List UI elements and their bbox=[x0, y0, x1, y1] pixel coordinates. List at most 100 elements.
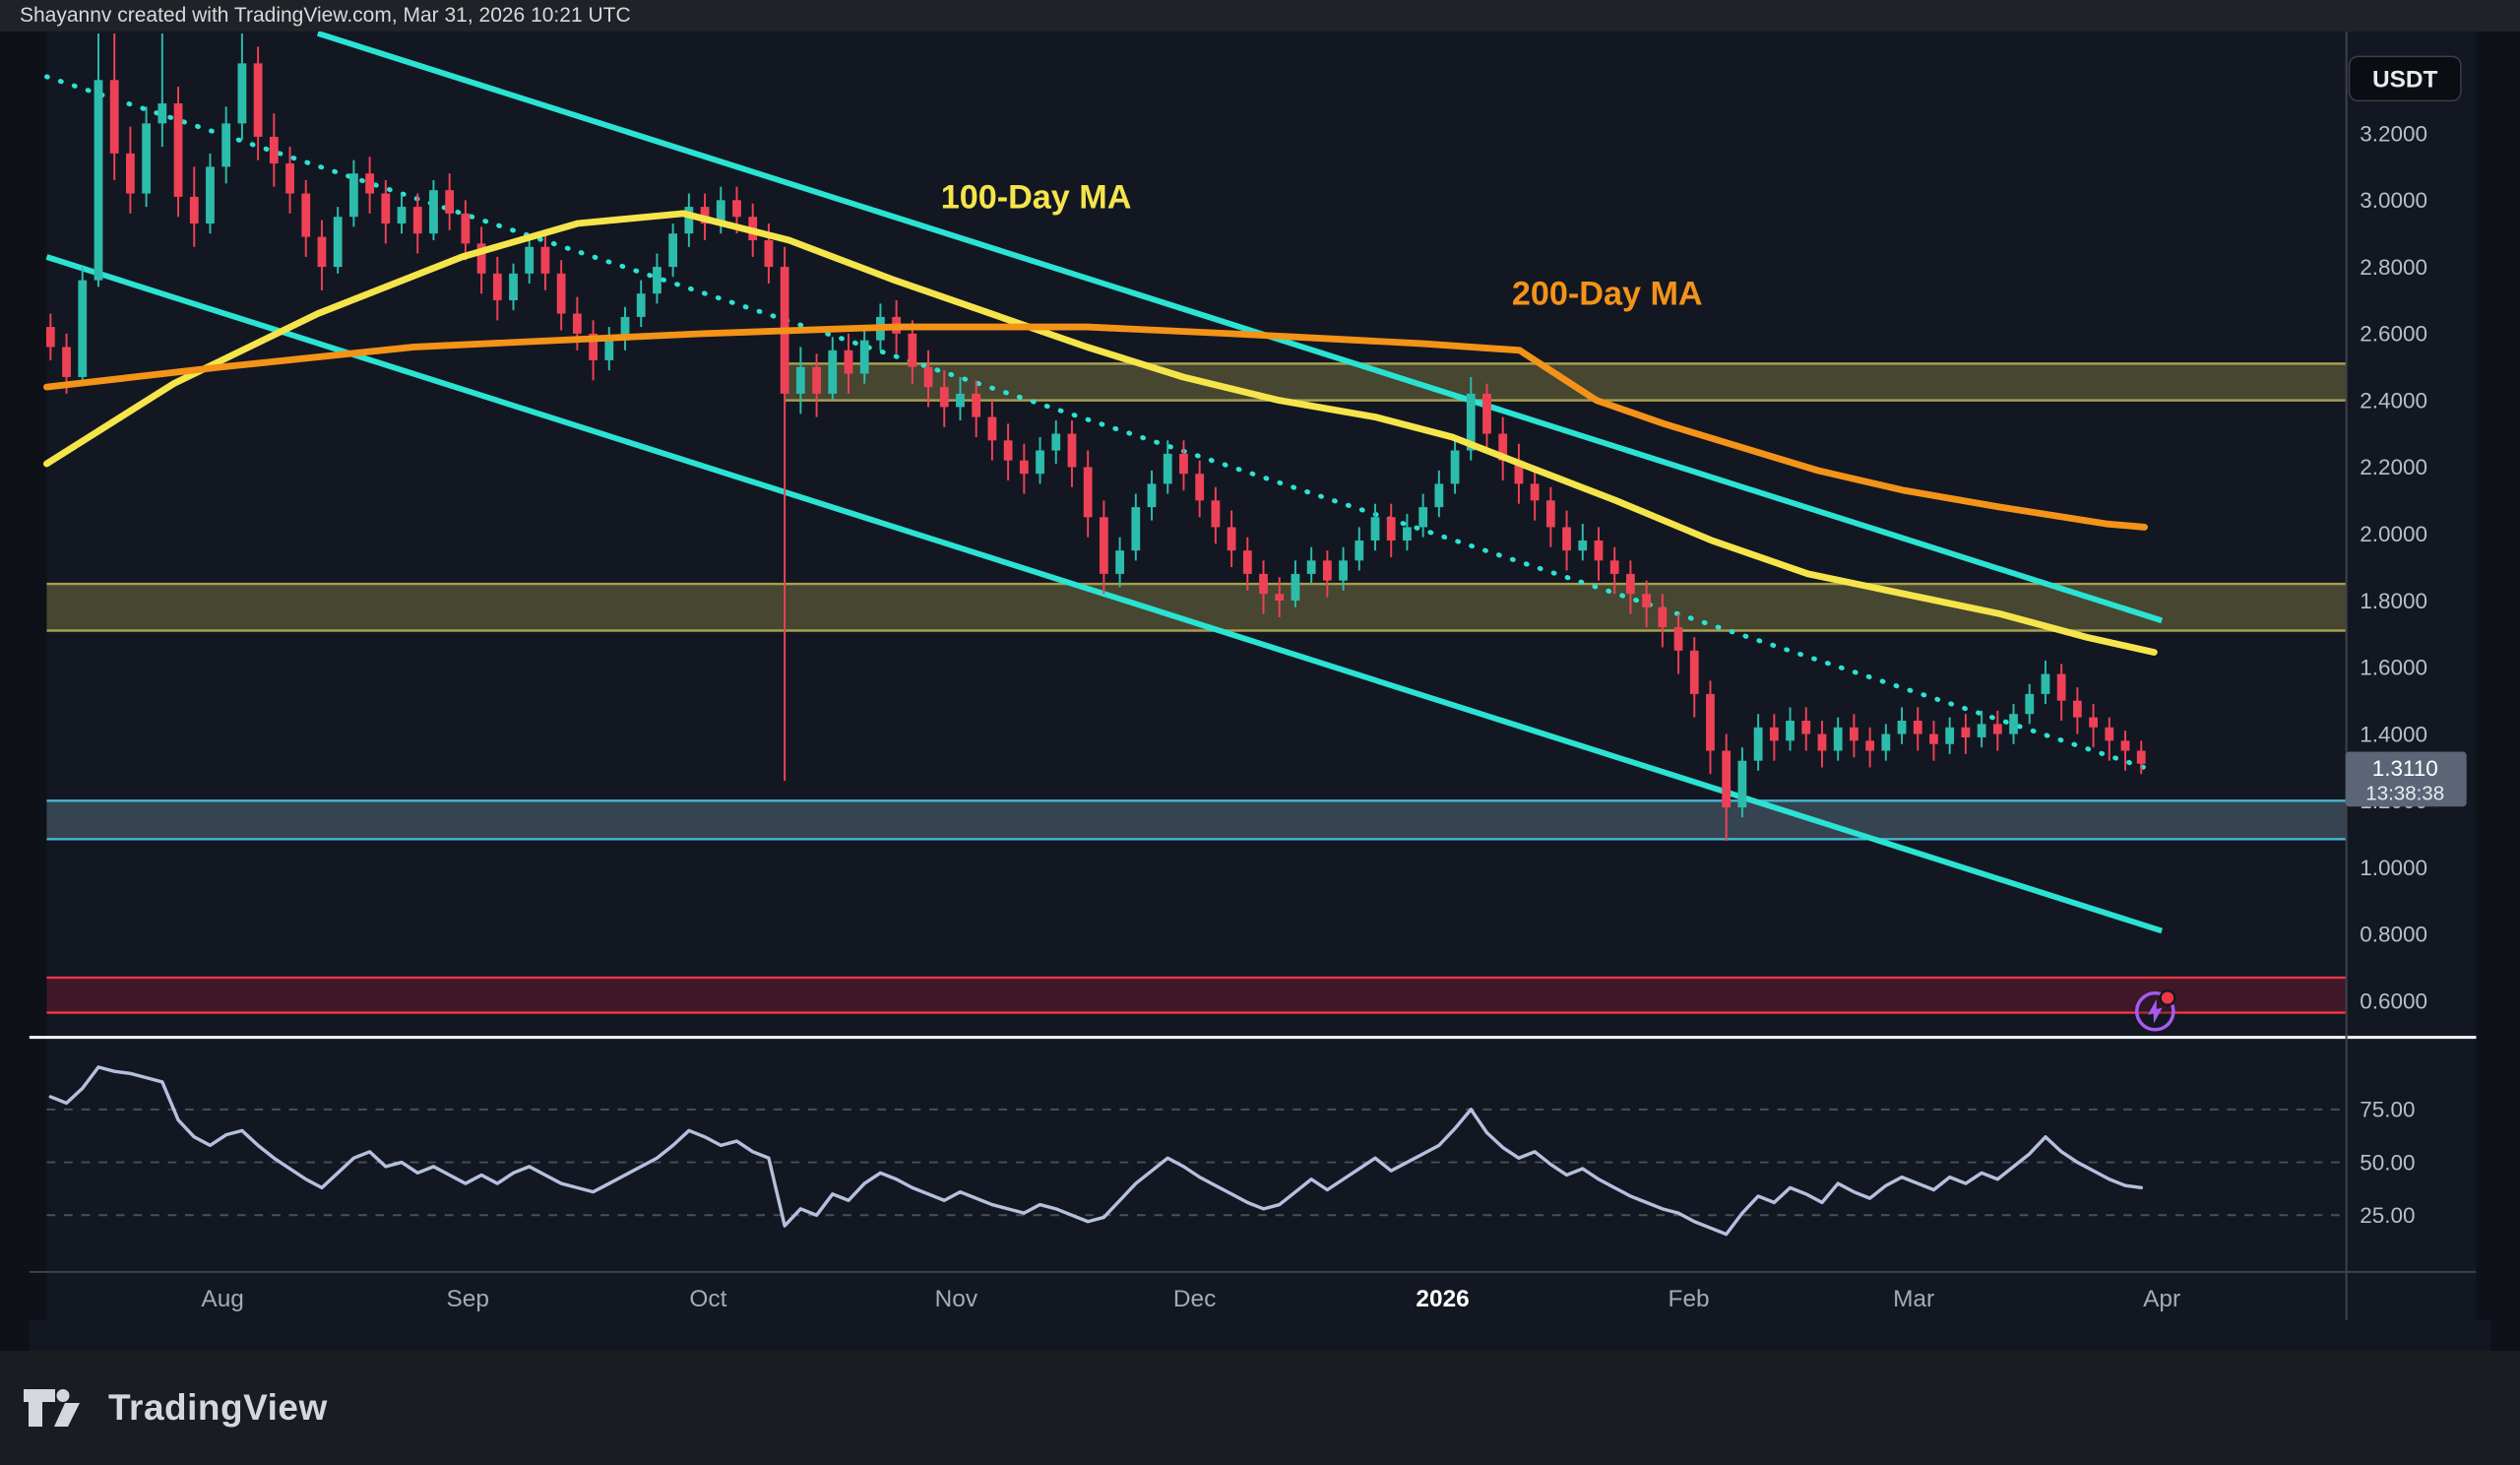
price-tick: 2.2000 bbox=[2360, 455, 2427, 479]
candle-body bbox=[1897, 721, 1907, 734]
candle-body bbox=[1003, 440, 1013, 461]
candle-body bbox=[126, 153, 135, 194]
candle-body bbox=[461, 213, 471, 244]
candle-body bbox=[1195, 474, 1205, 501]
sr-zones[interactable] bbox=[46, 362, 2347, 1014]
candle-body bbox=[540, 246, 550, 274]
price-tick: 2.4000 bbox=[2360, 388, 2427, 413]
candle-body bbox=[365, 173, 374, 194]
candle-body bbox=[173, 103, 183, 197]
right-margin bbox=[2476, 32, 2491, 1320]
candle-body bbox=[668, 233, 678, 268]
candle-body bbox=[1450, 450, 1460, 484]
candle-body bbox=[844, 350, 853, 374]
candle-body bbox=[604, 340, 614, 360]
candle-body bbox=[1354, 540, 1364, 561]
candle-body bbox=[78, 280, 88, 377]
support-zone-low[interactable] bbox=[46, 800, 2347, 840]
candle-body bbox=[1992, 724, 2002, 734]
time-tick: Mar bbox=[1893, 1286, 1934, 1312]
candle-body bbox=[1801, 721, 1811, 734]
candle-body bbox=[1609, 560, 1619, 574]
price-axis[interactable]: 3.2000 3.0000 2.8000 2.6000 2.4000 2.2000 2.00… bbox=[2360, 121, 2427, 1228]
price-tick: 1.8000 bbox=[2360, 589, 2427, 613]
candle-body bbox=[1418, 507, 1428, 528]
channel-bottom[interactable] bbox=[45, 254, 2164, 934]
price-tick: 0.6000 bbox=[2360, 988, 2427, 1013]
time-tick: Sep bbox=[446, 1286, 488, 1312]
chart-canvas[interactable]: 3.2000 3.0000 2.8000 2.6000 2.4000 2.2000 2.00… bbox=[0, 31, 2520, 1351]
candle-body bbox=[333, 217, 343, 268]
time-tick: Aug bbox=[201, 1286, 243, 1312]
chart-background bbox=[29, 32, 2491, 1351]
rsi-panel bbox=[46, 1065, 2347, 1237]
candle-body bbox=[1131, 507, 1141, 551]
candle-body bbox=[1498, 433, 1508, 461]
ma200-label[interactable]: 200-Day MA bbox=[1512, 275, 1703, 312]
reaction-lightning-icon[interactable] bbox=[2135, 989, 2176, 1032]
candle-body bbox=[381, 193, 391, 224]
candle-body bbox=[1594, 540, 1604, 561]
candle-body bbox=[795, 366, 805, 394]
candle-body bbox=[142, 123, 152, 194]
candle-body bbox=[653, 267, 662, 294]
candle-body bbox=[2056, 673, 2066, 701]
candle-body bbox=[987, 416, 997, 441]
trendlines[interactable] bbox=[43, 31, 2164, 934]
candle-body bbox=[2025, 693, 2035, 715]
candle-body bbox=[2072, 700, 2082, 718]
candle-body bbox=[1339, 560, 1348, 581]
candle-body bbox=[636, 293, 646, 317]
candle-body bbox=[1849, 727, 1858, 741]
candle-body bbox=[2105, 727, 2114, 741]
candle-body bbox=[1211, 500, 1221, 528]
chart-area[interactable]: 3.2000 3.0000 2.8000 2.6000 2.4000 2.2000 2.00… bbox=[0, 31, 2520, 1351]
candle-body bbox=[269, 136, 279, 164]
support-zone-deep[interactable] bbox=[46, 977, 2347, 1013]
time-axis[interactable]: Aug Sep Oct Nov Dec 2026 Feb Mar Apr bbox=[201, 1286, 2180, 1312]
tradingview-brand[interactable]: TradingView bbox=[0, 1385, 328, 1431]
time-tick: Dec bbox=[1173, 1286, 1216, 1312]
candle-body bbox=[1051, 433, 1061, 451]
candle-body bbox=[476, 243, 486, 274]
candle-body bbox=[1482, 393, 1491, 434]
candle-body bbox=[1067, 433, 1077, 468]
candle-body bbox=[1786, 721, 1795, 741]
price-tick: 1.6000 bbox=[2360, 656, 2427, 680]
candle-body bbox=[1514, 460, 1524, 484]
ma200-line bbox=[43, 323, 2148, 531]
moving-averages bbox=[43, 210, 2158, 656]
candle-body bbox=[923, 366, 933, 388]
candle-body bbox=[828, 350, 838, 394]
price-tick: 1.0000 bbox=[2360, 856, 2427, 880]
candle-body bbox=[1929, 733, 1938, 744]
candle-body bbox=[1722, 750, 1732, 808]
candle-body bbox=[1642, 594, 1652, 607]
candle-body bbox=[429, 190, 438, 234]
ma100-label[interactable]: 100-Day MA bbox=[941, 179, 1132, 217]
candle-body bbox=[189, 196, 199, 224]
candle-body bbox=[158, 103, 167, 124]
channel-top[interactable] bbox=[316, 31, 2164, 624]
candle-body bbox=[1945, 727, 1955, 744]
candle-body bbox=[525, 246, 535, 274]
candle-body bbox=[1291, 573, 1300, 601]
candle-body bbox=[1865, 740, 1874, 751]
candle-body bbox=[1753, 727, 1763, 761]
candle-body bbox=[1306, 560, 1316, 574]
candle-body bbox=[221, 123, 231, 167]
notification-dot bbox=[2159, 989, 2176, 1007]
candle-body bbox=[206, 166, 215, 224]
candle-body bbox=[1099, 517, 1108, 574]
candle-body bbox=[1913, 721, 1922, 734]
currency-label: USDT bbox=[2372, 67, 2438, 94]
candle-body bbox=[1179, 453, 1188, 475]
candle-body bbox=[1769, 727, 1779, 741]
candle-body bbox=[972, 393, 981, 417]
channel-midline[interactable] bbox=[43, 74, 2157, 774]
time-tick: Nov bbox=[935, 1286, 978, 1312]
candle-body bbox=[2136, 750, 2146, 764]
price-tick: 2.8000 bbox=[2360, 255, 2427, 280]
time-tick: Oct bbox=[689, 1286, 726, 1312]
candle-body bbox=[684, 207, 694, 234]
